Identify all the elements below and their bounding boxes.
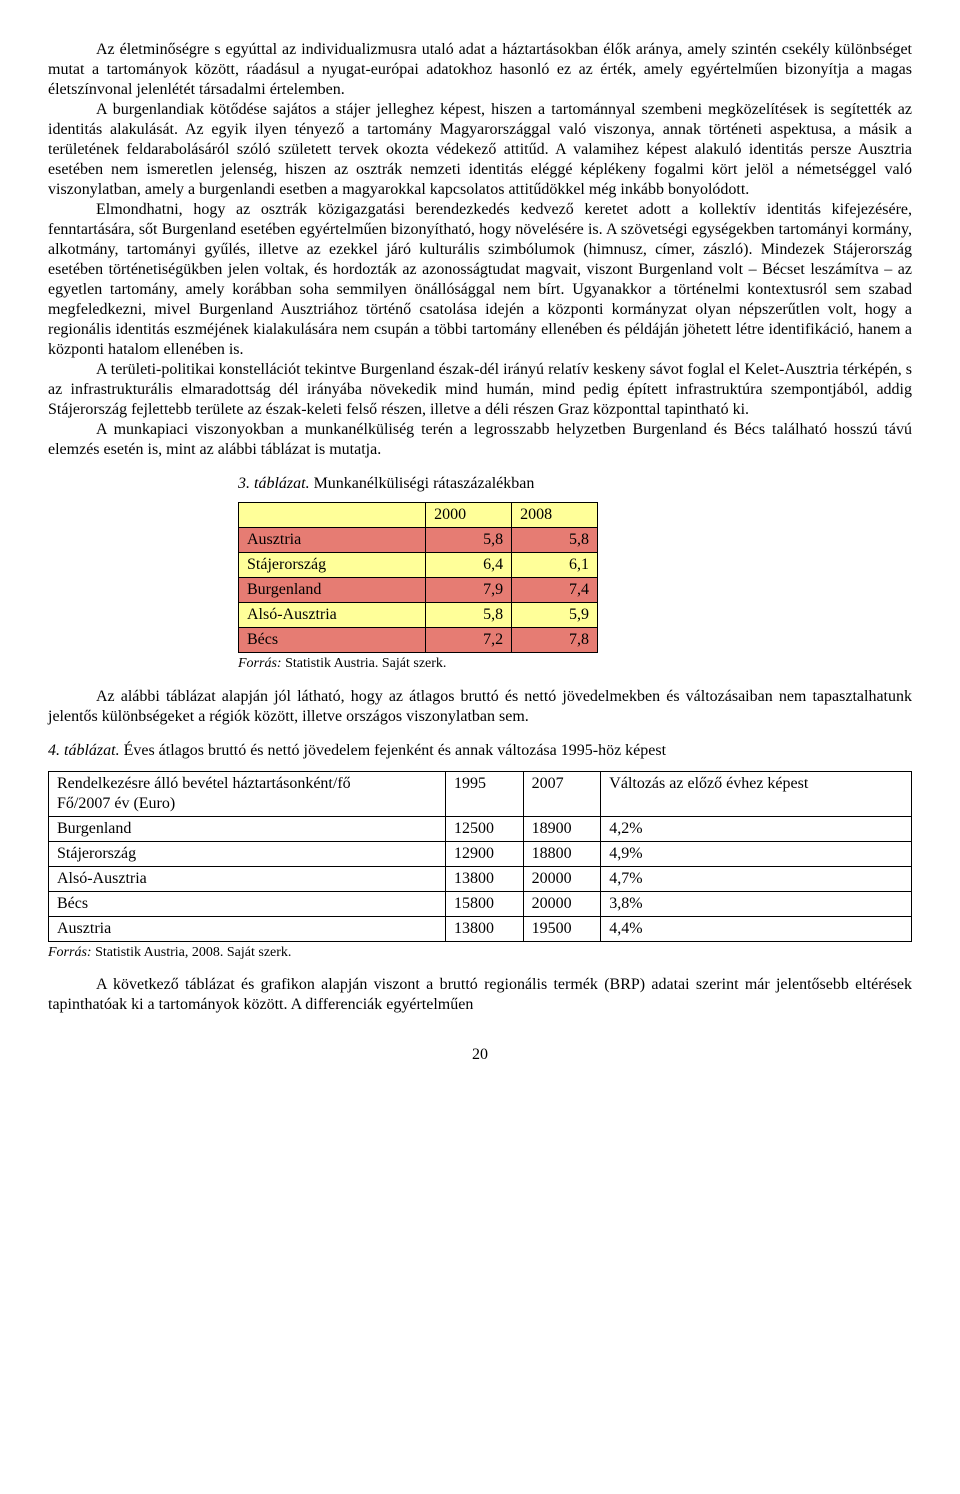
table4-caption: 4. táblázat. Éves átlagos bruttó és nett…	[48, 741, 912, 761]
table4-r4-label: Ausztria	[49, 916, 446, 941]
table3-hdr-2008: 2008	[512, 503, 598, 528]
table-header-row: 2000 2008	[239, 503, 598, 528]
table3-r4-c1: 7,2	[426, 628, 512, 653]
table3-source: Forrás: Statistik Austria. Saját szerk.	[238, 655, 912, 673]
table-row: Alsó-Ausztria 5,8 5,9	[239, 603, 598, 628]
table3-r1-c2: 6,1	[512, 553, 598, 578]
unemployment-table: 2000 2008 Ausztria 5,8 5,8 Stájerország …	[238, 502, 598, 653]
table4-hdr-c2: 2007	[523, 771, 601, 816]
table3-hdr-empty	[239, 503, 426, 528]
table3-r2-c1: 7,9	[426, 578, 512, 603]
table-row: Ausztria 5,8 5,8	[239, 528, 598, 553]
table3-r4-c2: 7,8	[512, 628, 598, 653]
table3-r4-label: Bécs	[239, 628, 426, 653]
table3-r1-c1: 6,4	[426, 553, 512, 578]
table4-r3-c2: 20000	[523, 891, 601, 916]
table4-r2-c3: 4,7%	[601, 866, 912, 891]
table4-source-prefix: Forrás:	[48, 945, 92, 960]
table4-r4-c3: 4,4%	[601, 916, 912, 941]
table4-source: Forrás: Statistik Austria, 2008. Saját s…	[48, 944, 912, 962]
table3-source-text: Statistik Austria. Saját szerk.	[282, 656, 447, 671]
table-header-row: Rendelkezésre álló bevétel háztartásonké…	[49, 771, 912, 816]
para-3: Elmondhatni, hogy az osztrák közigazgatá…	[48, 200, 912, 360]
table3-r0-label: Ausztria	[239, 528, 426, 553]
table3-r3-c1: 5,8	[426, 603, 512, 628]
table3-r1-label: Stájerország	[239, 553, 426, 578]
table3-r0-c1: 5,8	[426, 528, 512, 553]
para-7: A következő táblázat és grafikon alapján…	[48, 975, 912, 1015]
table3-r2-label: Burgenland	[239, 578, 426, 603]
table4-r0-c3: 4,2%	[601, 816, 912, 841]
table-row: Bécs 7,2 7,8	[239, 628, 598, 653]
table3-r3-c2: 5,9	[512, 603, 598, 628]
table4-r1-c1: 12900	[445, 841, 523, 866]
table3-source-prefix: Forrás:	[238, 656, 282, 671]
table3-hdr-2000: 2000	[426, 503, 512, 528]
table4-r4-c1: 13800	[445, 916, 523, 941]
table4-r1-c3: 4,9%	[601, 841, 912, 866]
table-row: Burgenland 12500 18900 4,2%	[49, 816, 912, 841]
table4-r3-c3: 3,8%	[601, 891, 912, 916]
table4-hdr-c0: Rendelkezésre álló bevétel háztartásonké…	[49, 771, 446, 816]
table3-caption-text: Munkanélküliségi rátaszázalékban	[310, 475, 535, 492]
para-6: Az alábbi táblázat alapján jól látható, …	[48, 687, 912, 727]
para-2: A burgenlandiak kötődése sajátos a stáje…	[48, 100, 912, 200]
table-row: Alsó-Ausztria 13800 20000 4,7%	[49, 866, 912, 891]
table4-r0-c2: 18900	[523, 816, 601, 841]
table4-r1-label: Stájerország	[49, 841, 446, 866]
table4-r0-label: Burgenland	[49, 816, 446, 841]
table4-hdr-c3: Változás az előző évhez képest	[601, 771, 912, 816]
table-row: Stájerország 6,4 6,1	[239, 553, 598, 578]
table4-r2-c1: 13800	[445, 866, 523, 891]
table4-hdr-c1: 1995	[445, 771, 523, 816]
table4-source-text: Statistik Austria, 2008. Saját szerk.	[92, 945, 292, 960]
table4-r2-label: Alsó-Ausztria	[49, 866, 446, 891]
table3-r2-c2: 7,4	[512, 578, 598, 603]
table-row: Stájerország 12900 18800 4,9%	[49, 841, 912, 866]
table4-r2-c2: 20000	[523, 866, 601, 891]
table-row: Bécs 15800 20000 3,8%	[49, 891, 912, 916]
table3-caption-prefix: 3. táblázat.	[238, 475, 310, 492]
income-table: Rendelkezésre álló bevétel háztartásonké…	[48, 771, 912, 942]
para-4: A területi-politikai konstellációt tekin…	[48, 360, 912, 420]
table4-caption-text: Éves átlagos bruttó és nettó jövedelem f…	[120, 742, 666, 759]
table3-caption: 3. táblázat. Munkanélküliségi rátaszázal…	[238, 474, 912, 494]
para-1: Az életminőségre s egyúttal az individua…	[48, 40, 912, 100]
table-row: Burgenland 7,9 7,4	[239, 578, 598, 603]
table4-r3-label: Bécs	[49, 891, 446, 916]
table4-r3-c1: 15800	[445, 891, 523, 916]
table3-r0-c2: 5,8	[512, 528, 598, 553]
table4-r0-c1: 12500	[445, 816, 523, 841]
table3-r3-label: Alsó-Ausztria	[239, 603, 426, 628]
table4-r1-c2: 18800	[523, 841, 601, 866]
page-number: 20	[48, 1045, 912, 1065]
table4-r4-c2: 19500	[523, 916, 601, 941]
table-row: Ausztria 13800 19500 4,4%	[49, 916, 912, 941]
para-5: A munkapiaci viszonyokban a munkanélküli…	[48, 420, 912, 460]
table4-caption-prefix: 4. táblázat.	[48, 742, 120, 759]
